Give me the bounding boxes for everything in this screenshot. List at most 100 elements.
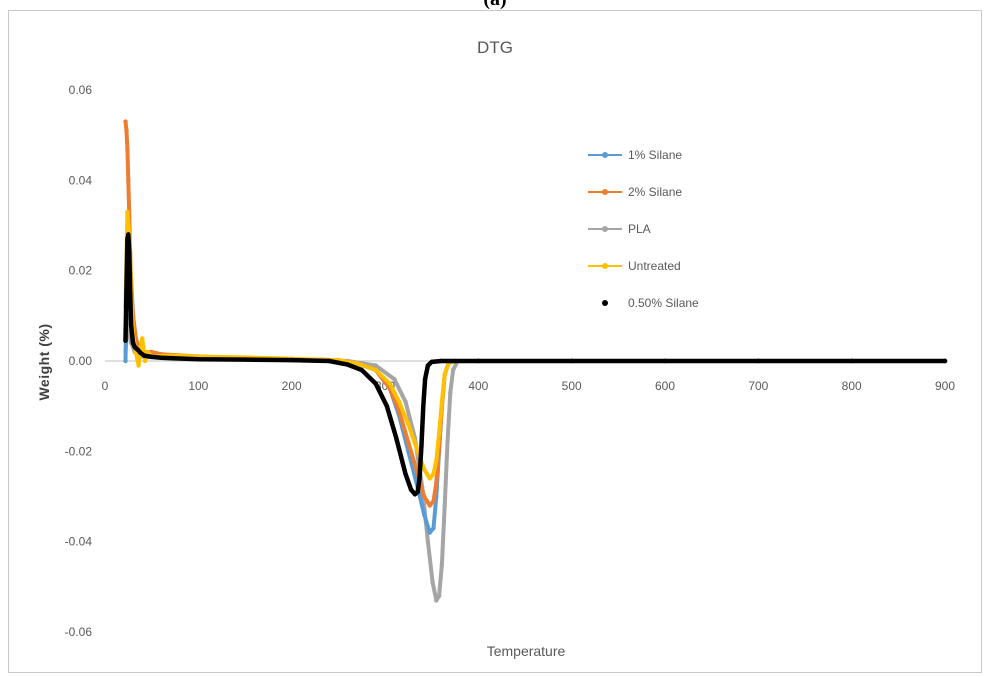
y-tick-label: -0.06 (65, 625, 93, 639)
x-tick-label: 900 (935, 379, 955, 393)
data-point (127, 250, 132, 255)
data-point (436, 593, 442, 599)
series-line-2-silane (123, 119, 947, 508)
x-tick-label: 100 (188, 379, 208, 393)
data-point (427, 476, 432, 481)
data-point (140, 336, 145, 341)
data-point (942, 358, 948, 364)
data-point (126, 178, 131, 183)
y-tick-label: -0.02 (65, 444, 93, 458)
data-point (756, 358, 761, 364)
data-point (406, 422, 411, 427)
x-axis-title: Temperature (487, 643, 566, 659)
y-tick-label: 0.04 (69, 173, 93, 187)
legend-item: 2% Silane (588, 185, 682, 199)
legend-swatch-dot (602, 263, 608, 269)
y-tick-label: 0.06 (69, 83, 93, 97)
data-point (403, 399, 408, 404)
data-point (434, 598, 439, 603)
data-point (429, 359, 434, 365)
data-point (427, 530, 432, 535)
series-line-1-silane (123, 223, 947, 535)
data-point (434, 480, 439, 486)
data-point (415, 489, 420, 495)
data-point (128, 322, 134, 328)
data-point (392, 376, 397, 382)
data-point (242, 357, 248, 362)
data-point (439, 562, 445, 567)
legend-item: PLA (588, 222, 651, 236)
data-point (125, 146, 130, 151)
legend-label: PLA (628, 222, 651, 236)
data-point (439, 399, 445, 404)
data-point (431, 471, 436, 477)
data-point (354, 361, 360, 366)
data-point (436, 431, 442, 436)
series-line-untreated (123, 209, 947, 481)
data-point (123, 119, 128, 124)
legend-swatch-dot (602, 226, 608, 232)
data-point (128, 291, 133, 296)
x-tick-label: 700 (748, 379, 768, 393)
data-point (359, 367, 364, 373)
data-point (431, 525, 436, 531)
y-tick-label: 0.00 (69, 354, 93, 368)
x-tick-label: 600 (655, 379, 675, 393)
data-point (373, 381, 378, 386)
data-point (421, 404, 426, 409)
data-point (125, 209, 130, 215)
chart-title: DTG (477, 38, 513, 57)
x-tick-label: 0 (102, 379, 109, 393)
data-point (158, 355, 164, 360)
data-point (373, 367, 378, 373)
panel-label: (a) (0, 0, 990, 11)
data-point (142, 358, 148, 364)
data-point (130, 340, 136, 346)
data-point (123, 338, 128, 343)
data-point (415, 449, 420, 454)
data-point (448, 390, 453, 395)
series-untreated (123, 209, 948, 481)
legend-swatch-dot (602, 152, 608, 158)
data-point (431, 498, 436, 504)
data-point (126, 232, 131, 237)
legend-label: 2% Silane (628, 185, 682, 199)
data-point (422, 467, 427, 472)
data-point (289, 357, 294, 363)
data-point (145, 349, 151, 355)
chart-frame (8, 10, 982, 673)
data-point (396, 399, 402, 404)
y-axis: 0.06 0.04 0.02 0.00 -0.02 -0.04 -0.06 (65, 83, 93, 639)
data-point (422, 376, 428, 382)
data-point (406, 440, 411, 445)
data-point (142, 353, 147, 358)
legend-item: 1% Silane (588, 148, 682, 162)
data-point (476, 358, 481, 364)
data-point (417, 476, 422, 481)
data-point (138, 350, 143, 356)
series-layer (123, 119, 948, 603)
data-point (394, 435, 399, 440)
data-point (442, 503, 447, 508)
legend-swatch-dot (602, 300, 608, 306)
x-tick-label: 800 (842, 379, 862, 393)
legend-label: 0.50% Silane (628, 296, 699, 310)
series-2-silane (123, 119, 948, 508)
data-point (135, 347, 140, 352)
data-point (124, 128, 129, 133)
x-tick-label: 500 (562, 379, 582, 393)
data-point (430, 580, 435, 585)
legend: 1% Silane 2% Silane PLA Untreated 0.50% Sila… (588, 148, 699, 310)
data-point (123, 358, 128, 364)
legend-item: 0.50% Silane (602, 296, 699, 310)
legend-item: Untreated (588, 259, 681, 273)
data-point (396, 408, 402, 413)
data-point (408, 487, 414, 492)
data-point (196, 357, 201, 362)
x-tick-label: 400 (468, 379, 488, 393)
legend-label: 1% Silane (628, 148, 682, 162)
series-1-silane (123, 223, 948, 535)
series-0-50-silane (123, 232, 948, 497)
